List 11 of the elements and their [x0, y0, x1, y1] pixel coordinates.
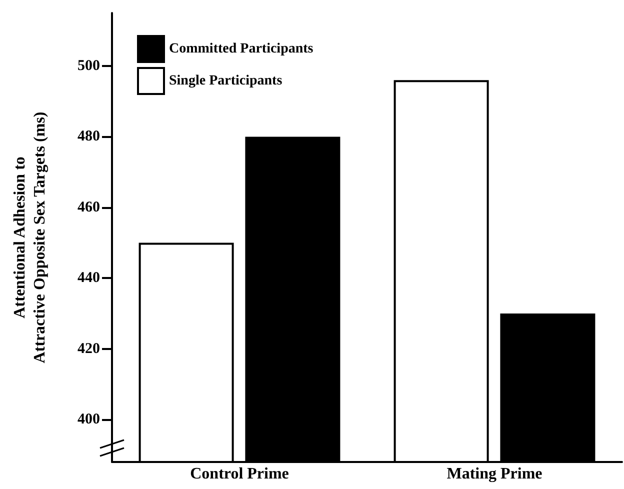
y-tick-label: 440 [78, 270, 100, 286]
y-tick-label: 480 [78, 128, 100, 145]
y-tick-label: 420 [78, 340, 100, 357]
y-axis-title: Attentional Adhesion to Attractive Opposite Sex Targets (ms) [12, 112, 48, 364]
x-tick-label: Control Prime [190, 466, 289, 482]
legend-label: Single Participants [169, 74, 283, 88]
x-tick-label: Mating Prime [446, 466, 542, 482]
y-tick-label: 400 [78, 412, 100, 428]
y-tick-label: 460 [78, 199, 100, 216]
legend-label: Committed Participants [169, 42, 314, 56]
y-tick-label: 500 [78, 58, 100, 74]
